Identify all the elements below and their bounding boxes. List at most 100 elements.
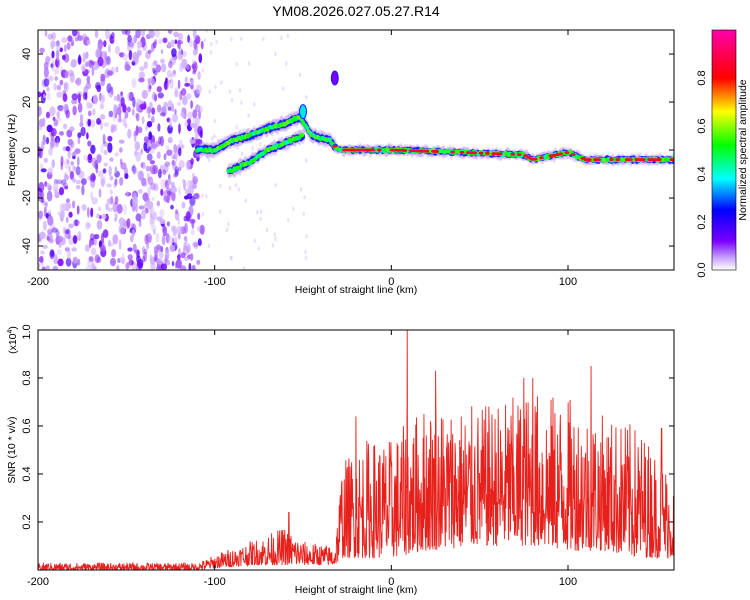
ridge-peak: [539, 156, 544, 160]
noise-speckle: [46, 190, 53, 202]
ridge-peak: [459, 150, 465, 154]
ridge-peak: [450, 150, 455, 154]
noise-speckle: [52, 265, 59, 270]
noise-speckle: [304, 249, 307, 255]
noise-speckle: [119, 158, 123, 165]
noise-speckle: [282, 86, 285, 91]
ridge-peak: [526, 156, 532, 159]
noise-speckle: [91, 67, 95, 76]
noise-speckle: [71, 99, 78, 105]
noise-speckle: [51, 159, 55, 169]
noise-speckle: [173, 144, 178, 154]
noise-speckle: [145, 233, 152, 243]
noise-speckle: [170, 39, 175, 48]
noise-speckle: [135, 102, 139, 112]
noise-speckle: [127, 247, 133, 252]
noise-speckle: [201, 68, 205, 73]
noise-speckle: [192, 48, 198, 56]
noise-speckle: [112, 234, 119, 245]
snr-y-tick-2: 0.6: [21, 418, 33, 433]
noise-speckle: [116, 93, 120, 102]
noise-speckle: [219, 183, 222, 189]
ridge-peak: [656, 158, 662, 162]
noise-speckle: [87, 154, 93, 164]
noise-speckle: [69, 72, 75, 83]
noise-speckle: [74, 219, 78, 227]
noise-speckle: [55, 138, 60, 148]
noise-speckle: [56, 91, 63, 98]
noise-speckle: [176, 225, 182, 235]
noise-speckle: [110, 257, 116, 267]
noise-speckle: [303, 195, 306, 200]
noise-speckle: [168, 60, 173, 69]
noise-speckle: [172, 113, 178, 123]
noise-speckle: [256, 210, 259, 215]
noise-speckle: [62, 146, 67, 151]
noise-speckle: [52, 116, 56, 121]
noise-speckle: [54, 57, 61, 69]
noise-speckle: [164, 161, 171, 168]
noise-speckle: [111, 249, 117, 258]
snr-y-multiplier-close: ): [7, 326, 19, 330]
noise-speckle: [220, 80, 223, 85]
noise-speckle: [77, 136, 81, 145]
noise-speckle: [141, 116, 145, 125]
spectrogram-x-tick-2: 0: [388, 276, 394, 288]
noise-speckle: [76, 185, 81, 190]
noise-speckle: [128, 49, 133, 61]
noise-speckle: [118, 139, 125, 144]
noise-speckle: [132, 167, 138, 174]
noise-speckle: [151, 107, 156, 115]
noise-speckle: [75, 179, 81, 185]
noise-speckle: [96, 213, 100, 219]
noise-speckle: [45, 136, 50, 145]
noise-speckle: [132, 96, 136, 108]
noise-speckle: [173, 173, 177, 178]
noise-speckle: [201, 212, 204, 217]
noise-speckle: [171, 190, 176, 202]
noise-speckle: [46, 124, 53, 133]
noise-speckle: [274, 236, 277, 242]
noise-speckle: [179, 265, 187, 270]
colorbar-tick-4: 0.8: [696, 70, 708, 85]
noise-speckle: [65, 146, 71, 152]
noise-speckle: [244, 198, 247, 203]
noise-speckle: [175, 209, 179, 215]
noise-speckle: [92, 61, 99, 71]
noise-speckle: [56, 248, 63, 255]
noise-speckle: [183, 235, 188, 242]
noise-speckle: [159, 112, 166, 117]
noise-speckle: [228, 89, 232, 94]
noise-speckle: [41, 266, 46, 270]
spectrogram-y-tick-2: 0: [21, 147, 33, 153]
noise-speckle: [99, 92, 102, 102]
noise-speckle: [51, 227, 58, 233]
noise-speckle: [102, 141, 109, 147]
noise-speckle: [126, 106, 131, 113]
noise-speckle: [105, 202, 110, 211]
noise-speckle: [141, 177, 147, 186]
noise-speckle: [114, 45, 121, 55]
noise-speckle: [190, 122, 195, 128]
noise-speckle: [90, 144, 96, 154]
noise-speckle: [147, 112, 151, 119]
noise-speckle: [48, 147, 53, 156]
noise-speckle: [94, 160, 99, 170]
noise-speckle: [135, 125, 139, 136]
noise-speckle: [94, 254, 100, 263]
noise-speckle: [138, 188, 143, 194]
noise-speckle: [65, 109, 70, 119]
noise-speckle: [72, 256, 78, 264]
noise-speckle: [251, 146, 254, 151]
noise-speckle: [46, 86, 50, 92]
noise-speckle: [260, 209, 263, 214]
noise-speckle: [109, 157, 114, 162]
noise-speckle: [66, 249, 71, 261]
noise-speckle: [56, 84, 62, 91]
noise-speckle: [167, 41, 171, 48]
noise-speckle: [89, 233, 95, 241]
noise-speckle: [70, 140, 75, 148]
noise-speckle: [173, 31, 179, 38]
noise-speckle: [215, 39, 218, 44]
noise-speckle: [174, 166, 179, 176]
